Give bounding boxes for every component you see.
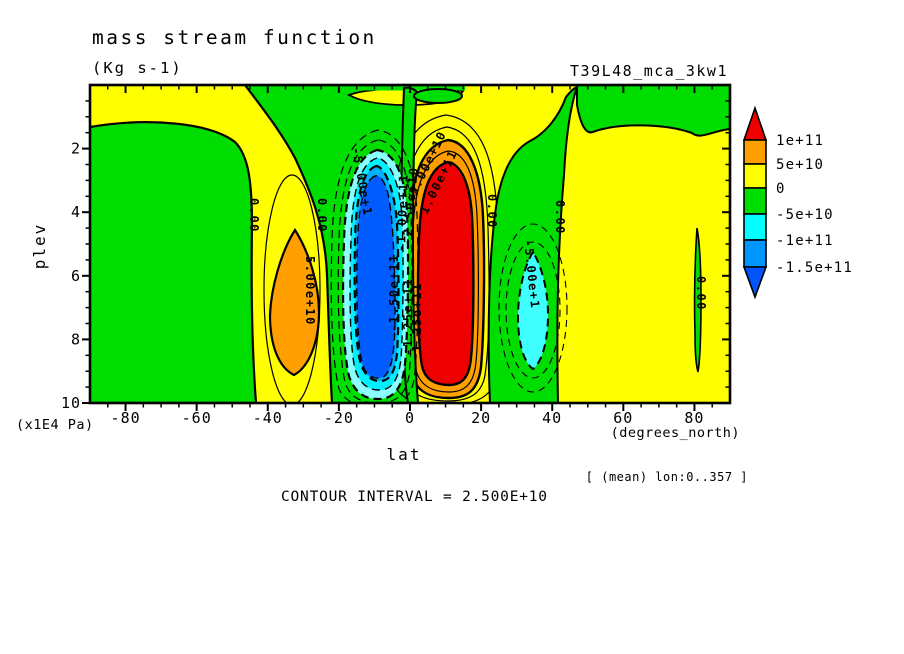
contour-interval-note: CONTOUR INTERVAL = 2.500E+10 [281, 489, 548, 505]
x-axis-title: lat [387, 445, 422, 464]
fill-green-top-strip [250, 86, 465, 91]
zero-contour-left-column [244, 86, 334, 402]
fill-red-core-positive-cell [416, 160, 475, 387]
plot-units-subtitle: (Kg s-1) [92, 59, 183, 77]
fill-cyan-north-cell [516, 250, 550, 371]
colorbar-band-green [743, 187, 767, 215]
colorbar-band-yellow [743, 163, 767, 189]
colorbar-band-orange [743, 139, 767, 165]
contour-line-negative-outer2 [330, 129, 419, 402]
plot-title: mass stream function [92, 26, 377, 49]
colorbar-label: -5e+10 [776, 207, 834, 223]
colorbar-band-cyan [743, 213, 767, 241]
fill-green-sliver-80n [693, 227, 702, 373]
contour-label: 5.00e+10 [303, 256, 317, 326]
colorbar: 1e+11 5e+10 0 -5e+10 -1e+11 -1.5e+11 [742, 105, 853, 300]
fill-deepblue-core-negative-cell [356, 175, 396, 379]
contour-line-25e10-south [263, 174, 321, 402]
contour-label: 0.00 [694, 276, 708, 311]
y-tick-label: 8 [71, 330, 81, 348]
contour-label: -1.00e+11 [394, 173, 411, 252]
contour-line-negative-outer1 [337, 139, 413, 402]
fill-green-band-north [487, 86, 579, 402]
x-axis-units-note: (degrees_north) [611, 425, 740, 441]
colorbar-below-arrow [742, 266, 768, 300]
mean-lon-note: [ (mean) lon:0..357 ] [586, 470, 748, 484]
fill-green-island-top [413, 88, 463, 104]
x-tick-label: 40 [542, 409, 562, 427]
x-tick-label: -20 [324, 409, 354, 427]
x-axis-tick-labels: -80 -60 -40 -20 0 20 40 60 80 [111, 409, 704, 427]
contour-label: 0.00 [485, 194, 499, 229]
axis-tick-marks [82, 85, 730, 411]
x-tick-label: -40 [253, 409, 283, 427]
y-tick-label: 4 [71, 203, 81, 221]
contour-label: -1.50e+11 [387, 253, 401, 332]
x-tick-label: 0 [405, 409, 415, 427]
x-tick-label: 80 [684, 409, 704, 427]
contour-label: 1.25e+11 [410, 282, 424, 352]
x-tick-label: -80 [111, 409, 141, 427]
contour-line-negative-north-outer [498, 223, 568, 393]
y-tick-label: 6 [71, 267, 81, 285]
colorbar-above-arrow [742, 105, 768, 141]
y-tick-label: 10 [61, 394, 81, 412]
colorbar-label: 0 [776, 181, 786, 197]
zero-contour-left [91, 121, 258, 402]
contour-label: 0.00 [247, 198, 261, 233]
x-tick-label: -60 [182, 409, 212, 427]
contour-line-negative-north-inner [505, 241, 561, 379]
y-axis-title: plev [30, 223, 49, 270]
x-tick-label: 20 [471, 409, 491, 427]
colorbar-label: 1e+11 [776, 133, 824, 149]
colorbar-labels: 1e+11 5e+10 0 -5e+10 -1e+11 -1.5e+11 [776, 133, 853, 276]
y-axis-units-note: (x1E4 Pa) [16, 417, 94, 433]
fill-orange-subtropical-cell [268, 227, 321, 377]
y-axis-tick-labels: 2 4 6 8 10 [61, 140, 81, 412]
run-id-label: T39L48_mca_3kw1 [570, 62, 728, 80]
x-tick-label: 60 [613, 409, 633, 427]
contour-label: -2.50e+10 [400, 166, 421, 245]
colorbar-label: 5e+10 [776, 157, 824, 173]
colorbar-band-blue [743, 239, 767, 268]
colorbar-label: -1e+11 [776, 233, 834, 249]
fill-green-top-right-strip [576, 86, 729, 137]
contour-label: 0.00 [553, 200, 567, 235]
contour-field: 5.00e+10 0.00 0.00 -5.00e+1 -1.50e+11 -1… [91, 86, 729, 402]
contour-label: 0.00 [315, 198, 329, 233]
contour-label: -1.25e+11 [401, 277, 415, 356]
y-tick-label: 2 [71, 140, 81, 158]
colorbar-label: -1.5e+11 [776, 260, 853, 276]
